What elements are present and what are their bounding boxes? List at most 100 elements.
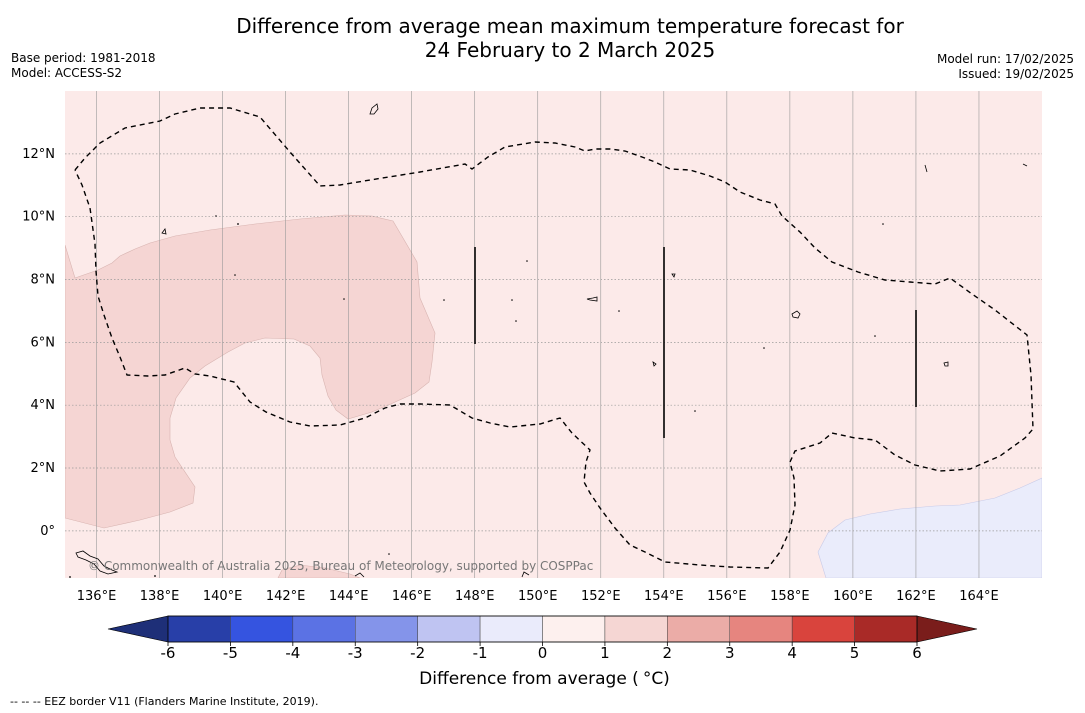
island-kosrae [943,361,949,367]
anomaly-region-minus1-to-0 [817,477,1042,578]
island-manus [521,571,530,578]
map-title: Difference from average mean maximum tem… [0,14,1085,62]
colorbar-bin [417,615,481,643]
lon-tick-label: 144°E [329,589,369,604]
lat-tick-label: 2°N [31,461,56,476]
island-chuuk [586,296,598,302]
colorbar-overflow-arrow [916,615,978,643]
lon-tick-label: 138°E [140,589,180,604]
colorbar-bin [542,615,606,643]
islet-2 [652,361,657,367]
island-guam [369,103,379,115]
islet-dot [215,215,217,217]
colorbar-bin [604,615,668,643]
colorbar-underflow-arrow [107,615,169,643]
colorbar-tick-label: -6 [161,644,176,662]
islet-dot [526,260,528,262]
islet-dot [874,335,876,337]
lon-tick-label: 146°E [392,589,432,604]
colorbar-tick-label: 3 [725,644,735,662]
lon-tick-label: 140°E [203,589,243,604]
islet-dot [511,299,513,301]
islet-dot [515,320,517,322]
islet-4 [924,164,928,173]
islet-dot [694,410,696,412]
lon-tick-label: 160°E [833,589,873,604]
islet-dot [388,553,390,555]
colorbar-tick-label: 1 [600,644,610,662]
model-label: Model: ACCESS-S2 [11,66,123,80]
islet-dot [343,298,345,300]
colorbar-tick-label: -4 [285,644,300,662]
colorbar-tick-label: -2 [410,644,425,662]
islet-5 [354,572,365,578]
eez-legend-footnote: -- -- -- EEZ border V11 (Flanders Marine… [10,695,319,708]
colorbar-bin [729,615,793,643]
colorbar-tick-label: -3 [348,644,363,662]
island-pohnpei [791,310,801,319]
islet-dot [763,347,765,349]
title-line-2: 24 February to 2 March 2025 [424,38,716,62]
islet-dot [69,576,71,578]
island-new-guinea-coast [75,550,119,575]
anomaly-region-1-to-2-main [65,214,436,529]
colorbar-bin [854,615,918,643]
base-period-label: Base period: 1981-2018 [11,51,156,65]
latitude-tick-labels: 12°N 10°N 8°N 6°N 4°N 2°N 0° [22,147,55,539]
lon-tick-label: 158°E [770,589,810,604]
colorbar-tick-label: -1 [473,644,488,662]
islet-dot [154,575,156,577]
anomaly-region-1-to-2-south [277,564,361,578]
lat-tick-label: 4°N [31,398,56,413]
colorbar-bin [667,615,730,643]
lon-tick-label: 164°E [959,589,999,604]
colorbar-tick-label: -5 [223,644,238,662]
meta-left: Base period: 1981-2018 Model: ACCESS-S2 [11,51,156,81]
lon-tick-label: 136°E [77,589,117,604]
islet-3 [1022,163,1028,167]
colorbar-bin [355,615,418,643]
islet-dot [443,299,445,301]
island-yap [161,228,167,235]
lat-tick-label: 0° [40,524,55,539]
copyright-watermark: © Commonwealth of Australia 2025, Bureau… [88,559,593,573]
lon-tick-label: 156°E [707,589,747,604]
colorbar-bin [292,615,356,643]
islet-dot [882,223,884,225]
colorbar-tick-label: 2 [663,644,673,662]
graticule [65,91,1042,578]
lon-tick-label: 152°E [581,589,621,604]
eez-border [74,107,1034,569]
colorbar-title: Difference from average (°C) [0,669,1085,689]
colorbar-bin [479,615,543,643]
longitude-tick-labels: 136°E 138°E 140°E 142°E 144°E 146°E 148°E 150°E… [77,589,999,604]
lat-tick-label: 10°N [22,210,55,225]
lon-tick-label: 148°E [455,589,495,604]
lon-tick-label: 154°E [644,589,684,604]
colorbar-unit: °C) [642,669,670,689]
model-run-label: Model run: 17/02/2025 [936,52,1074,66]
islet-1 [671,273,676,278]
colorbar-tick-label: 6 [912,644,922,662]
title-line-1: Difference from average mean maximum tem… [236,14,904,38]
islet-dot [618,310,620,312]
island-coastlines [75,103,1028,578]
tiny-islets [69,215,884,578]
islet-dot [237,223,239,225]
lon-tick-label: 142°E [266,589,306,604]
colorbar-bin [167,615,231,643]
colorbar: -6 -5 -4 -3 -2 -1 0 1 2 3 4 5 6 [107,615,978,662]
islet-dot [234,274,236,276]
meta-right: Model run: 17/02/2025 Issued: 19/02/2025 [937,52,1074,82]
colorbar-tick-label: 0 [538,644,548,662]
lat-tick-label: 12°N [22,147,55,162]
lat-tick-label: 6°N [31,335,56,350]
colorbar-tick-label: 4 [787,644,797,662]
colorbar-bin [230,615,294,643]
lat-tick-label: 8°N [31,273,56,288]
lon-tick-label: 150°E [518,589,558,604]
issued-label: Issued: 19/02/2025 [958,67,1074,81]
colorbar-bin [791,615,855,643]
colorbar-tick-label: 5 [850,644,860,662]
